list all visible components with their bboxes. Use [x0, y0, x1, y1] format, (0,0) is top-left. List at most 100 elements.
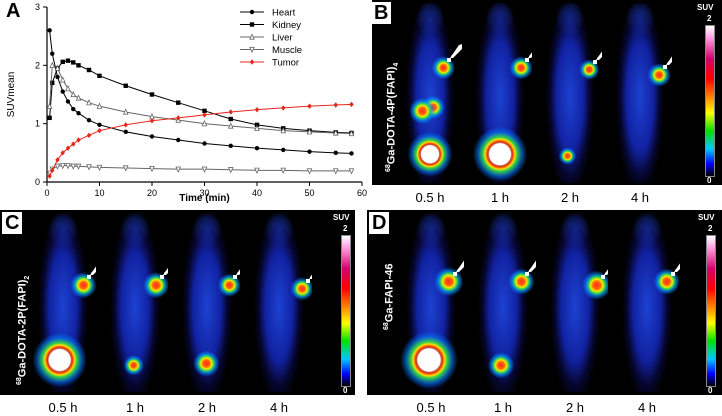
time-label: 2 h	[565, 400, 585, 415]
data-point-tumor	[333, 102, 338, 108]
panel-b-label: B	[371, 2, 392, 24]
y-tick-label: 2	[35, 60, 40, 70]
x-tick-label: 10	[94, 188, 104, 198]
data-point-muscle	[227, 167, 234, 174]
data-point-muscle	[201, 166, 208, 173]
legend-marker-heart	[249, 9, 255, 15]
data-point-kidney	[50, 80, 55, 86]
y-axis-title: SUVmean	[6, 72, 17, 118]
data-point-kidney	[71, 60, 76, 65]
data-point-kidney	[202, 108, 207, 114]
colorbar-b-max: 2	[707, 14, 712, 23]
data-point-liver	[59, 76, 66, 83]
data-point-heart	[55, 74, 60, 80]
data-point-muscle	[306, 168, 313, 175]
data-point-kidney	[228, 116, 233, 122]
x-tick-label: 20	[147, 188, 157, 198]
series-line-kidney	[49, 60, 352, 134]
pet-image-c-4	[246, 214, 312, 392]
data-point-heart	[50, 51, 55, 56]
tumor-arrow-icon	[525, 260, 536, 276]
pet-image-b-3	[538, 3, 602, 183]
tumor-arrow-icon	[306, 274, 312, 283]
data-point-muscle	[348, 168, 355, 175]
data-point-tumor	[65, 145, 71, 151]
data-point-muscle	[332, 168, 339, 175]
data-point-muscle	[70, 163, 77, 170]
data-point-tumor	[76, 137, 81, 143]
data-point-heart	[202, 141, 207, 146]
time-label: 1 h	[493, 400, 513, 415]
legend-marker-tumor	[249, 59, 255, 65]
data-point-kidney	[76, 63, 81, 68]
data-point-liver	[75, 94, 82, 101]
legend-label-heart: Heart	[272, 8, 296, 19]
data-point-heart	[97, 122, 102, 128]
data-point-tumor	[281, 105, 286, 111]
x-axis-title: Time (min)	[179, 193, 229, 204]
pet-image-c-3	[174, 214, 240, 392]
time-label: 4 h	[637, 400, 657, 415]
data-point-heart	[71, 106, 76, 112]
tumor-arrow-icon	[663, 56, 672, 69]
panel-d-label: D	[369, 212, 390, 234]
y-tick-label: 1	[35, 119, 40, 129]
data-point-muscle	[54, 163, 61, 170]
pet-image-b-4	[608, 3, 672, 183]
data-point-liver	[86, 98, 92, 106]
pet-image-b-1	[398, 3, 462, 183]
time-label: 2 h	[197, 400, 217, 415]
data-point-heart	[281, 147, 286, 153]
data-point-heart	[65, 99, 71, 104]
data-point-kidney	[97, 73, 102, 79]
data-point-tumor	[176, 115, 181, 121]
legend-marker-kidney	[249, 22, 255, 27]
tumor-arrow-icon	[670, 262, 680, 276]
data-point-tumor	[228, 109, 233, 115]
panel-c-label: C	[2, 212, 23, 234]
colorbar-d-min: 0	[708, 386, 713, 395]
legend-marker-muscle	[249, 46, 255, 54]
data-point-tumor	[71, 141, 76, 147]
time-label: 1 h	[125, 400, 145, 415]
pet-image-c-1	[30, 214, 96, 392]
data-point-heart	[228, 143, 233, 149]
data-point-tumor	[254, 106, 260, 113]
data-point-heart	[176, 137, 181, 143]
time-label: 2 h	[560, 190, 580, 205]
data-point-tumor	[86, 132, 92, 139]
data-point-muscle	[59, 163, 66, 170]
time-label: 1 h	[490, 190, 510, 205]
data-point-heart	[123, 129, 128, 135]
pet-image-d-2	[470, 214, 536, 392]
data-point-tumor	[55, 157, 60, 163]
data-point-heart	[254, 145, 260, 151]
y-tick-label: 0	[35, 177, 40, 187]
x-tick-label: 40	[252, 188, 262, 198]
colorbar-c-min: 0	[343, 386, 348, 395]
legend-label-kidney: Kidney	[272, 20, 301, 31]
tracer-label-d: 68Ga-FAPI-46	[383, 263, 396, 330]
data-point-liver	[306, 128, 313, 135]
pet-image-d-3	[542, 214, 608, 392]
colorbar-d	[706, 235, 716, 387]
data-point-tumor	[202, 112, 207, 118]
data-point-liver	[49, 61, 56, 68]
data-point-kidney	[123, 83, 128, 88]
data-point-liver	[280, 126, 287, 134]
series-line-heart	[49, 30, 352, 154]
data-point-tumor	[307, 103, 312, 109]
time-label: 0.5 h	[48, 400, 78, 415]
data-point-liver	[254, 124, 260, 131]
data-point-muscle	[75, 163, 82, 170]
colorbar-d-max: 2	[708, 224, 713, 233]
data-point-kidney	[65, 58, 71, 63]
colorbar-c-title: SUV	[333, 213, 350, 222]
data-point-tumor	[47, 173, 52, 179]
colorbar-c	[341, 235, 351, 387]
tumor-arrow-icon	[160, 268, 168, 280]
data-point-tumor	[349, 101, 354, 108]
data-point-kidney	[60, 59, 65, 65]
time-label: 0.5 h	[416, 400, 446, 415]
data-point-heart	[60, 89, 65, 94]
